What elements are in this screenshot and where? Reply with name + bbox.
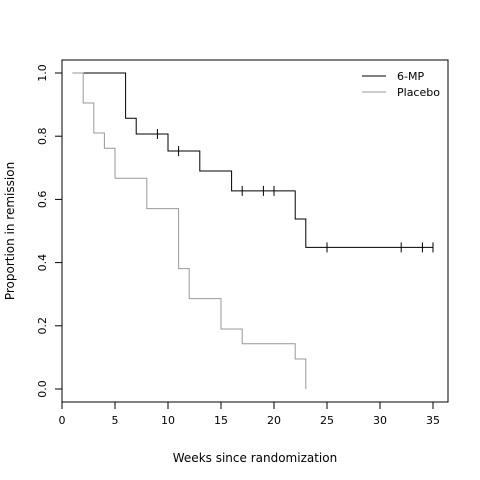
y-tick-label: 0.4 (36, 254, 49, 272)
x-tick-label: 15 (214, 414, 228, 427)
plot-frame (61, 59, 449, 403)
legend: 6-MP Placebo (362, 70, 440, 99)
x-tick-label: 35 (426, 414, 440, 427)
series-line-placebo (72, 72, 307, 389)
x-tick-label: 5 (112, 414, 119, 427)
y-tick-label: 0.8 (36, 127, 49, 145)
x-tick-label: 30 (373, 414, 387, 427)
axes: 0 5 10 15 20 25 30 35 0.0 0.2 0.4 0.6 0.8 1.0 (36, 64, 440, 427)
y-tick-label: 0.2 (36, 317, 49, 335)
y-tick-label: 0.0 (36, 380, 49, 398)
legend-label-6mp: 6-MP (397, 70, 424, 83)
series-line-6mp (72, 72, 433, 248)
x-tick-label: 20 (267, 414, 281, 427)
y-axis-label: Proportion in remission (3, 162, 17, 300)
y-tick-label: 1.0 (36, 64, 49, 82)
x-tick-label: 0 (59, 414, 66, 427)
x-tick-label: 25 (320, 414, 334, 427)
x-axis-label: Weeks since randomization (173, 451, 337, 465)
y-tick-label: 0.6 (36, 191, 49, 209)
x-tick-label: 10 (161, 414, 175, 427)
legend-label-placebo: Placebo (397, 86, 440, 99)
plot-area (72, 72, 434, 389)
